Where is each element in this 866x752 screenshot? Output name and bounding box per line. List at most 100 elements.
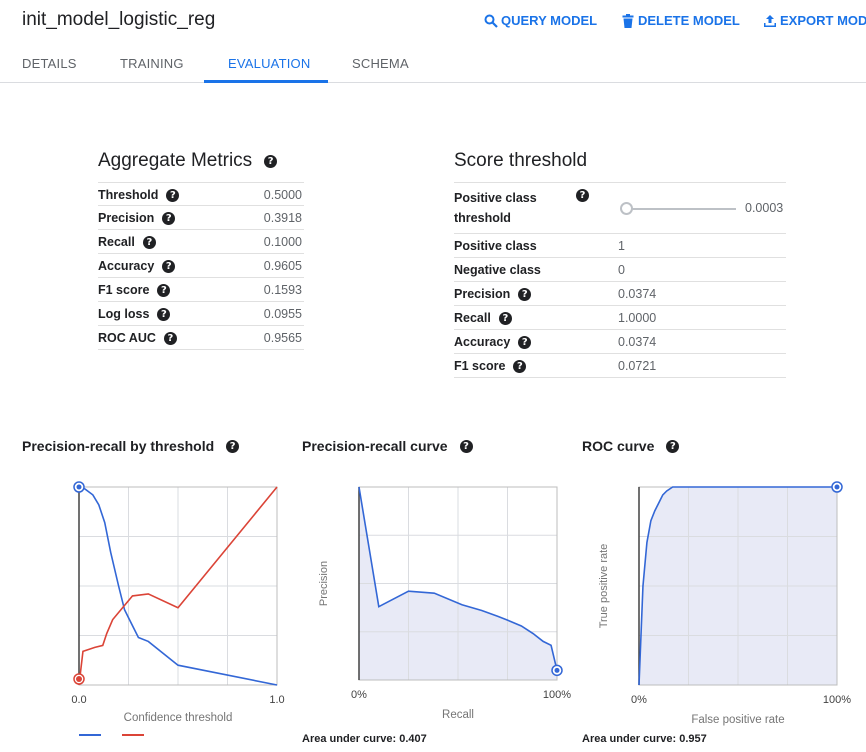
- threshold-marker-dot: [554, 667, 560, 673]
- x-axis-label: Recall: [442, 709, 474, 721]
- legend-recall-swatch: [122, 734, 144, 736]
- score-metric-label: Negative class: [454, 263, 541, 277]
- x-axis-label: False positive rate: [691, 714, 784, 726]
- metric-row: F1 score? 0.1593: [98, 278, 304, 302]
- help-icon[interactable]: ?: [166, 188, 180, 202]
- pr-auc-label: Area under curve: 0.407: [302, 733, 427, 745]
- score-metric-label: Accuracy: [454, 335, 511, 349]
- tab-details[interactable]: DETAILS: [22, 56, 77, 71]
- metric-row: ROC AUC? 0.9565: [98, 326, 304, 350]
- metric-label: Recall: [98, 235, 135, 249]
- positive-class-threshold-label-1: Positive class: [454, 191, 537, 205]
- metric-row: Threshold? 0.5000: [98, 182, 304, 206]
- score-metric-value: 0.0374: [618, 335, 657, 349]
- help-icon[interactable]: ?: [142, 235, 156, 249]
- tab-schema[interactable]: SCHEMA: [352, 56, 409, 71]
- export-icon: [764, 14, 776, 27]
- score-metric-row: F1 score? 0.0721: [454, 354, 786, 378]
- slider-track: [626, 208, 736, 210]
- help-icon[interactable]: ?: [518, 335, 532, 349]
- active-tab-indicator: [204, 80, 328, 83]
- slider-handle[interactable]: [620, 202, 633, 215]
- series-line: [358, 486, 558, 671]
- help-icon[interactable]: ?: [157, 307, 171, 321]
- x-tick-label: 100%: [543, 689, 571, 701]
- aggregate-metrics-heading: Aggregate Metrics: [98, 150, 253, 171]
- score-metric-label: F1 score: [454, 359, 506, 373]
- chart-title-roc-curve: ROC curve ?: [582, 438, 680, 454]
- series-line: [78, 486, 278, 686]
- roc-auc-label: Area under curve: 0.957: [582, 733, 707, 745]
- tab-evaluation[interactable]: EVALUATION: [228, 56, 311, 71]
- metric-label: Threshold: [98, 188, 159, 202]
- export-model-label: EXPORT MODEL: [780, 13, 866, 28]
- metric-row: Accuracy? 0.9605: [98, 254, 304, 278]
- y-axis-label: Precision: [318, 561, 330, 606]
- score-metric-row: Recall? 1.0000: [454, 306, 786, 330]
- threshold-marker-precision-dot: [76, 484, 82, 490]
- help-icon[interactable]: ?: [666, 439, 680, 453]
- chart-title-pr-curve: Precision-recall curve ?: [302, 438, 473, 454]
- metric-label: ROC AUC: [98, 331, 156, 345]
- score-threshold-title: Score threshold: [454, 150, 587, 172]
- metric-row: Recall? 0.1000: [98, 230, 304, 254]
- series-line: [78, 486, 278, 686]
- score-metric-value: 1: [618, 239, 625, 253]
- query-model-label: QUERY MODEL: [501, 13, 598, 28]
- help-icon[interactable]: ?: [163, 331, 177, 345]
- score-metric-row: Negative class 0: [454, 258, 786, 282]
- aggregate-metrics-title: Aggregate Metrics ?: [98, 150, 278, 172]
- score-metric-value: 0.0374: [618, 287, 657, 301]
- score-metric-label: Precision: [454, 287, 511, 301]
- score-metric-label: Positive class: [454, 239, 537, 253]
- help-icon[interactable]: ?: [162, 211, 176, 225]
- x-tick-label: 100%: [823, 694, 851, 706]
- metric-value: 0.1000: [263, 235, 302, 249]
- score-threshold-table: Positive class threshold ? Positive clas…: [454, 182, 786, 378]
- chart-title-pr-threshold: Precision-recall by threshold ?: [22, 438, 240, 454]
- score-metric-row: Positive class 1: [454, 234, 786, 258]
- help-icon[interactable]: ?: [498, 311, 512, 325]
- help-icon[interactable]: ?: [518, 287, 532, 301]
- delete-model-button[interactable]: DELETE MODEL: [621, 13, 740, 28]
- export-model-button[interactable]: EXPORT MODEL: [763, 13, 866, 28]
- search-icon: [484, 14, 498, 28]
- help-icon[interactable]: ?: [226, 439, 240, 453]
- query-model-button[interactable]: QUERY MODEL: [484, 13, 597, 28]
- tab-training[interactable]: TRAINING: [120, 56, 184, 71]
- aggregate-metrics-table: Threshold? 0.5000 Precision? 0.3918 Recall? 0…: [98, 182, 304, 350]
- metric-row: Precision? 0.3918: [98, 206, 304, 230]
- metric-value: 0.5000: [263, 188, 302, 202]
- delete-model-label: DELETE MODEL: [638, 13, 740, 28]
- help-icon[interactable]: ?: [162, 259, 176, 273]
- y-axis-label: True positive rate: [598, 544, 610, 629]
- score-metric-label: Recall: [454, 311, 491, 325]
- score-rows: Positive class 1 Negative class 0 Precision?…: [454, 234, 786, 378]
- metric-label: F1 score: [98, 283, 150, 297]
- metric-value: 0.1593: [263, 283, 302, 297]
- metric-row: Log loss? 0.0955: [98, 302, 304, 326]
- metric-value: 0.9605: [263, 259, 302, 273]
- score-metric-row: Precision? 0.0374: [454, 282, 786, 306]
- metric-value: 0.3918: [263, 211, 302, 225]
- model-title: init_model_logistic_reg: [22, 9, 216, 30]
- score-metric-value: 1.0000: [618, 311, 657, 325]
- score-threshold-heading: Score threshold: [454, 150, 588, 171]
- metric-value: 0.9565: [263, 331, 302, 345]
- metric-value: 0.0955: [263, 307, 302, 321]
- pr-curve-title: Precision-recall curve: [302, 438, 448, 454]
- x-tick-label: 0.0: [71, 694, 86, 706]
- help-icon[interactable]: ?: [264, 154, 278, 168]
- positive-class-threshold-label-2: threshold: [454, 211, 511, 225]
- help-icon[interactable]: ?: [459, 439, 473, 453]
- help-icon[interactable]: ?: [513, 359, 527, 373]
- slider-value: 0.0003: [745, 201, 784, 215]
- roc-curve-title: ROC curve: [582, 438, 655, 454]
- trash-icon: [622, 13, 634, 28]
- positive-class-threshold-row: Positive class threshold ?: [454, 182, 786, 234]
- threshold-slider[interactable]: 0.0003: [620, 200, 790, 216]
- help-icon[interactable]: ?: [576, 189, 589, 202]
- score-metric-value: 0: [618, 263, 625, 277]
- help-icon[interactable]: ?: [157, 283, 171, 297]
